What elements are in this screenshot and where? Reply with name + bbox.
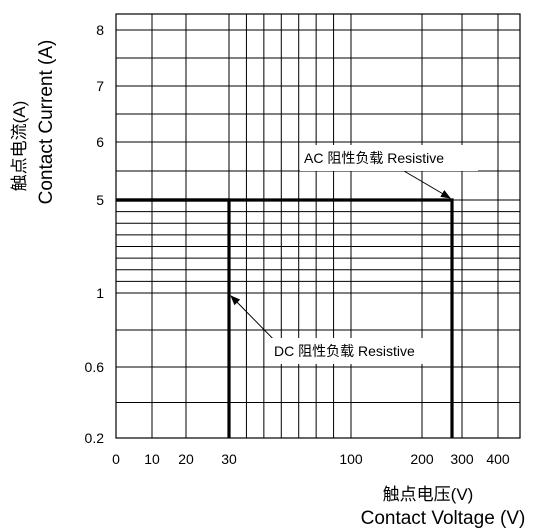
y-axis-title: Contact Current (A): [36, 40, 57, 205]
x-axis-title-cn: 触点电压(V): [383, 485, 474, 504]
y-axis-title-cn: 触点电流(A): [10, 101, 29, 192]
tick-labels: 0 10 20 30 100 200 300 400 0.2 0.6 1 5 6 7 8: [85, 22, 510, 467]
annotation-box: [270, 338, 448, 364]
series-line-dc: [116, 198, 231, 438]
annotations: AC 阻性负载 Resistive DC 阻性负载 Resistive: [230, 145, 478, 364]
plot-frame: [115, 13, 521, 439]
annotation-ac-label: AC 阻性负载 Resistive: [304, 150, 444, 166]
annotation-box: [300, 145, 478, 171]
axis-titles: 触点电流(A) Contact Current (A) 触点电压(V) Cont…: [10, 40, 525, 529]
y-tick-label: 8: [96, 22, 104, 38]
x-tick-label: 100: [339, 451, 363, 467]
annotation-dc-label: DC 阻性负载 Resistive: [274, 343, 415, 359]
y-tick-label: 5: [96, 192, 104, 208]
x-axis-title: Contact Voltage (V): [361, 508, 526, 529]
x-tick-label: 200: [410, 451, 434, 467]
y-tick-label: 7: [96, 78, 104, 94]
series-layer: [116, 198, 454, 438]
y-tick-label: 1: [96, 285, 104, 301]
y-tick-label: 0.6: [85, 359, 105, 375]
y-tick-label: 6: [96, 134, 104, 150]
x-tick-label: 30: [221, 451, 237, 467]
x-tick-label: 400: [486, 451, 510, 467]
annotation-arrow: [403, 170, 451, 199]
x-tick-label: 0: [112, 451, 120, 467]
y-tick-label: 0.2: [85, 430, 105, 446]
x-tick-label: 10: [144, 451, 160, 467]
grid: [115, 13, 521, 439]
x-tick-label: 300: [450, 451, 474, 467]
x-tick-label: 20: [178, 451, 194, 467]
